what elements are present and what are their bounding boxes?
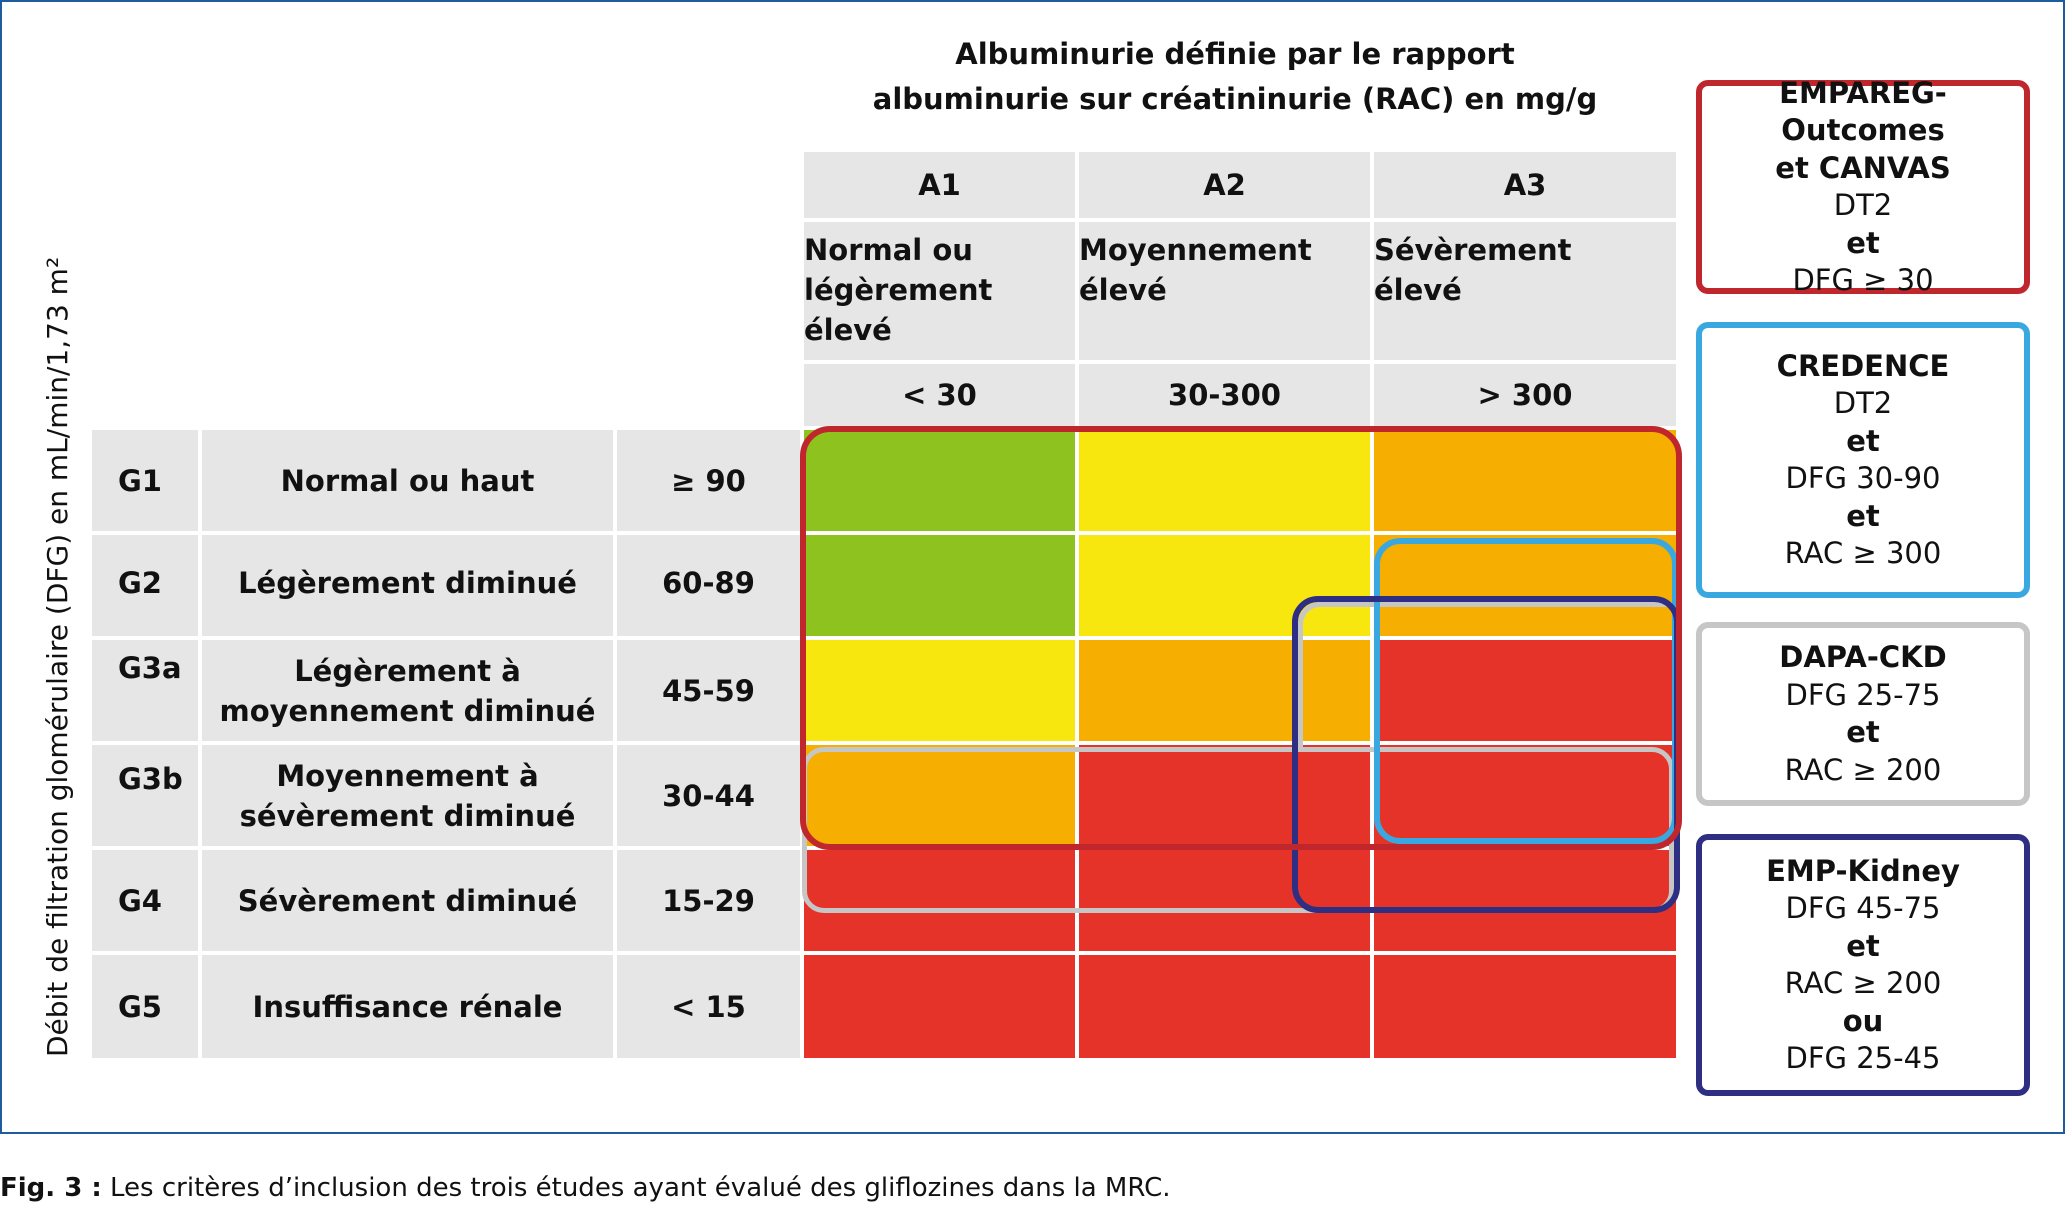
- column-name-a1: Normal ou légèrement élevé: [804, 222, 1075, 360]
- column-code-a3: A3: [1374, 152, 1676, 218]
- study-name-credence: CREDENCE: [1776, 348, 1950, 383]
- heat-cell-g4-a2: [1079, 850, 1370, 951]
- column-name-a3-line1: Sévèrement: [1374, 233, 1572, 267]
- heat-cell-g3b-a3: [1374, 745, 1676, 846]
- study-connector: et: [1846, 715, 1880, 749]
- study-box-empareg-canvas: EMPAREG-Outcomes et CANVAS DT2 et DFG ≥ …: [1696, 76, 2030, 297]
- caption-text: Les critères d’inclusion des trois étude…: [101, 1173, 1171, 1203]
- heat-cell-g4-a1: [804, 850, 1075, 951]
- column-name-a3: Sévèrement élevé: [1374, 222, 1676, 360]
- study-name-empareg-line1: EMPAREG-Outcomes: [1779, 75, 1947, 148]
- row-desc-g4: Sévèrement diminué: [202, 850, 613, 951]
- row-desc-g1: Normal ou haut: [202, 430, 613, 531]
- row-range-g3b: 30-44: [617, 745, 800, 846]
- study-box-emp-kidney: EMP-Kidney DFG 45-75 et RAC ≥ 200 ou DFG…: [1696, 834, 2030, 1096]
- study-connector: et: [1846, 225, 1880, 260]
- column-name-a1-line2: légèrement: [804, 273, 993, 307]
- row-range-g4: 15-29: [617, 850, 800, 951]
- study-connector: et: [1846, 928, 1880, 963]
- y-axis-label: Débit de filtration glomérulaire (DFG) e…: [41, 256, 74, 1057]
- row-desc-g3b-line2: sévèrement diminué: [239, 798, 576, 833]
- row-range-g1: ≥ 90: [617, 430, 800, 531]
- heat-cell-g5-a2: [1079, 955, 1370, 1058]
- overlay-empareg-canvas: [800, 426, 1682, 850]
- study-criterion: DFG 45-75: [1785, 891, 1941, 925]
- study-box-credence: CREDENCE DT2 et DFG 30-90 et RAC ≥ 300: [1696, 322, 2030, 598]
- column-range-a3: > 300: [1374, 364, 1676, 426]
- heat-cell-g3a-a3: [1374, 640, 1676, 741]
- figure-caption: Fig. 3 : Les critères d’inclusion des tr…: [0, 1172, 1171, 1204]
- study-criterion: DT2: [1833, 188, 1893, 222]
- study-connector: ou: [1842, 1003, 1884, 1038]
- caption-lead: Fig. 3 :: [0, 1173, 102, 1203]
- row-desc-g3b: Moyennement à sévèrement diminué: [202, 745, 613, 846]
- row-desc-g3a: Légèrement à moyennement diminué: [202, 640, 613, 741]
- study-criterion: DFG 30-90: [1785, 461, 1941, 495]
- heat-cell-g3a-a1: [804, 640, 1075, 741]
- study-name-dapa-ckd: DAPA-CKD: [1779, 640, 1947, 674]
- row-range-g5: < 15: [617, 955, 800, 1058]
- row-desc-g3a-line1: Légèrement à: [294, 653, 521, 688]
- row-desc-g2: Légèrement diminué: [202, 535, 613, 636]
- study-connector: et: [1846, 423, 1880, 458]
- study-criterion: RAC ≥ 300: [1784, 536, 1942, 570]
- row-code-g3a: G3a: [92, 640, 198, 741]
- heat-cell-g3a-a2: [1079, 640, 1370, 741]
- column-name-a2: Moyennement élevé: [1079, 222, 1370, 360]
- row-code-g2: G2: [92, 535, 198, 636]
- column-name-a1-line3: élevé: [804, 313, 892, 347]
- heat-cell-g1-a1: [804, 430, 1075, 531]
- column-range-a2: 30-300: [1079, 364, 1370, 426]
- heat-cell-g3b-a1: [804, 745, 1075, 846]
- column-name-a1-line1: Normal ou: [804, 233, 973, 267]
- heat-cell-g2-a1: [804, 535, 1075, 636]
- column-name-a2-line1: Moyennement: [1079, 233, 1312, 267]
- column-range-a1: < 30: [804, 364, 1075, 426]
- study-criterion: DFG 25-45: [1785, 1041, 1941, 1075]
- albuminuria-title: Albuminurie définie par le rapport album…: [800, 32, 1670, 122]
- column-name-a3-line2: élevé: [1374, 273, 1462, 307]
- study-criterion: RAC ≥ 200: [1784, 752, 1942, 787]
- row-code-g4: G4: [92, 850, 198, 951]
- study-criterion: RAC ≥ 200: [1784, 966, 1942, 1000]
- heat-cell-g3b-a2: [1079, 745, 1370, 846]
- study-name-empareg-line2: et CANVAS: [1775, 150, 1951, 185]
- heat-cell-g2-a2: [1079, 535, 1370, 636]
- figure-frame: Albuminurie définie par le rapport album…: [0, 0, 2065, 1134]
- row-code-g1: G1: [92, 430, 198, 531]
- study-criterion: DFG 25-75: [1785, 677, 1941, 712]
- column-name-a2-line2: élevé: [1079, 273, 1167, 307]
- row-desc-g5: Insuffisance rénale: [202, 955, 613, 1058]
- albuminuria-title-line2: albuminurie sur créatininurie (RAC) en m…: [872, 82, 1598, 116]
- row-code-g3b: G3b: [92, 745, 198, 846]
- heat-cell-g1-a3: [1374, 430, 1676, 531]
- overlay-dapa-ckd-upper: [1298, 602, 1674, 748]
- heat-cell-g1-a2: [1079, 430, 1370, 531]
- row-desc-g3a-line2: moyennement diminué: [219, 693, 596, 728]
- row-range-g2: 60-89: [617, 535, 800, 636]
- study-name-emp-kidney: EMP-Kidney: [1766, 853, 1960, 888]
- heat-cell-g5-a1: [804, 955, 1075, 1058]
- heat-cell-g5-a3: [1374, 955, 1676, 1058]
- study-connector: et: [1846, 498, 1880, 533]
- column-code-a1: A1: [804, 152, 1075, 218]
- row-desc-g3b-line1: Moyennement à: [276, 758, 539, 793]
- heat-cell-g2-a3: [1374, 535, 1676, 636]
- heat-cell-g4-a3: [1374, 850, 1676, 951]
- column-code-a2: A2: [1079, 152, 1370, 218]
- albuminuria-title-line1: Albuminurie définie par le rapport: [955, 37, 1515, 71]
- study-box-dapa-ckd: DAPA-CKD DFG 25-75 et RAC ≥ 200: [1696, 622, 2030, 806]
- study-criterion: DFG ≥ 30: [1792, 263, 1934, 297]
- row-range-g3a: 45-59: [617, 640, 800, 741]
- row-code-g5: G5: [92, 955, 198, 1058]
- study-criterion: DT2: [1833, 386, 1893, 420]
